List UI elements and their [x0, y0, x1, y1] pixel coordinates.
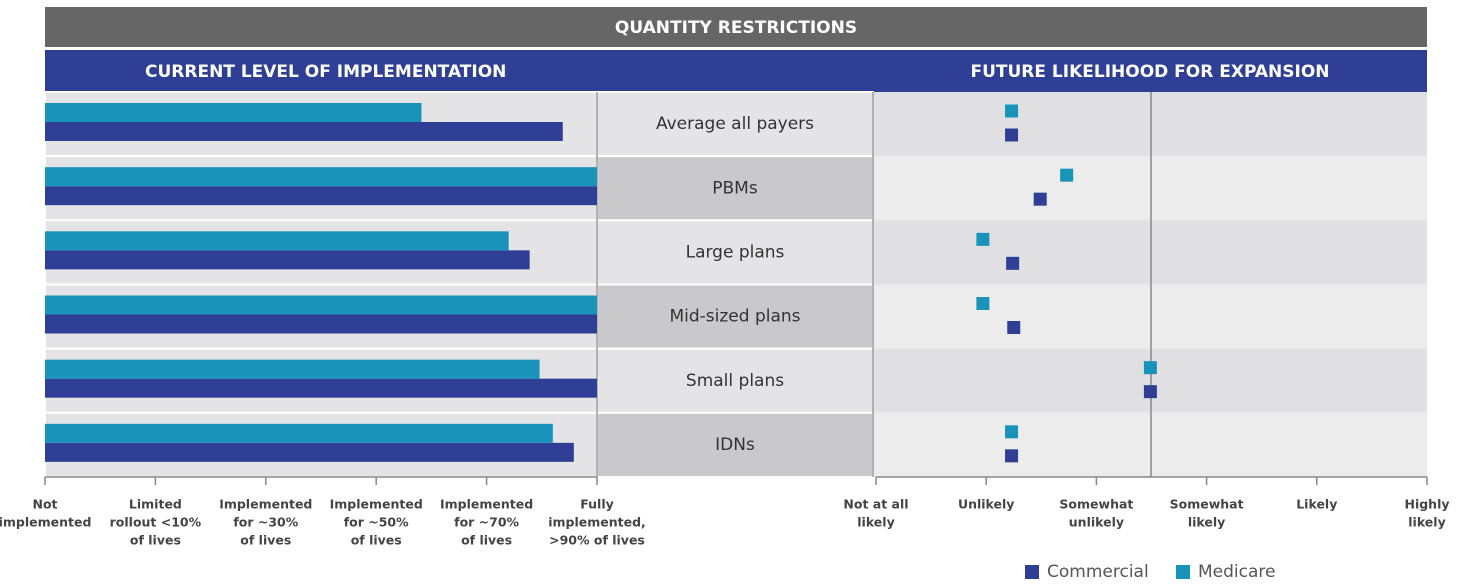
dot	[1007, 321, 1021, 334]
category-bg	[596, 219, 874, 286]
x-tick-label: Implemented	[440, 497, 533, 512]
row-bg	[873, 220, 1427, 285]
x-tick-label: of lives	[351, 533, 402, 548]
bar	[45, 186, 597, 206]
dot	[1006, 256, 1020, 270]
x-tick-label: Fully	[580, 497, 614, 512]
bar	[45, 167, 597, 187]
legend-label: Commercial	[1047, 562, 1149, 582]
x-tick-label: rollout <10%	[110, 515, 202, 530]
category-label: IDNs	[715, 435, 755, 455]
x-tick-label: likely	[1408, 515, 1445, 530]
x-tick-label: Implemented	[219, 497, 312, 512]
x-tick-label: implemented,	[548, 515, 646, 530]
title-bar	[45, 7, 1427, 47]
category-label: Average all payers	[656, 114, 814, 134]
bar	[45, 314, 597, 334]
row-bg	[873, 284, 1427, 349]
category-label: Small plans	[686, 371, 784, 391]
dot	[1005, 128, 1019, 142]
row-bg	[873, 156, 1427, 221]
category-bg	[596, 411, 874, 479]
bar	[45, 103, 422, 122]
x-tick-label: Not at all	[843, 497, 908, 512]
bar	[45, 122, 563, 141]
bar	[45, 423, 553, 443]
dot	[1033, 192, 1047, 206]
bar	[45, 250, 530, 270]
legend-label: Medicare	[1198, 562, 1275, 582]
row-bg	[873, 348, 1427, 413]
row-bg	[873, 92, 1427, 157]
bar	[45, 295, 597, 315]
category-label: PBMs	[712, 178, 758, 198]
dot	[976, 232, 990, 246]
dot	[1005, 425, 1019, 439]
bar	[45, 442, 574, 462]
dot	[1143, 385, 1157, 399]
x-tick-label: Likely	[1296, 497, 1337, 512]
row-bg	[873, 412, 1427, 477]
x-tick-label: unlikely	[1069, 515, 1124, 530]
dot	[1005, 104, 1019, 118]
x-tick-label: Highly	[1404, 497, 1449, 512]
x-tick-label: for ~50%	[344, 515, 409, 530]
right-title: FUTURE LIKELIHOOD FOR EXPANSION	[970, 62, 1329, 82]
x-tick-label: Unlikely	[958, 497, 1015, 512]
category-label: Large plans	[686, 242, 785, 262]
x-tick-label: of lives	[130, 533, 181, 548]
bar	[45, 378, 597, 398]
x-tick-label: of lives	[240, 533, 291, 548]
x-tick-label: Not	[32, 497, 57, 512]
header-bar	[45, 50, 1427, 92]
legend-swatch	[1025, 565, 1039, 579]
x-tick-label: Somewhat	[1170, 497, 1244, 512]
x-tick-label: >90% of lives	[549, 533, 645, 548]
x-tick-label: likely	[857, 515, 894, 530]
bar	[45, 231, 509, 251]
dot	[1143, 361, 1157, 375]
category-bg	[596, 347, 874, 414]
dot	[1060, 168, 1074, 182]
bar	[45, 359, 540, 379]
x-tick-label: Somewhat	[1059, 497, 1133, 512]
x-tick-label: for ~70%	[454, 515, 519, 530]
x-tick-label: of lives	[461, 533, 512, 548]
x-tick-label: implemented	[0, 515, 91, 530]
left-title: CURRENT LEVEL OF IMPLEMENTATION	[145, 62, 506, 82]
dot	[1005, 449, 1019, 463]
x-tick-label: Limited	[129, 497, 182, 512]
category-bg	[596, 283, 874, 350]
chart-title: QUANTITY RESTRICTIONS	[615, 18, 857, 38]
x-tick-label: for ~30%	[233, 515, 298, 530]
category-label: Mid-sized plans	[669, 307, 800, 327]
x-tick-label: likely	[1188, 515, 1225, 530]
dot	[976, 297, 990, 310]
category-bg	[596, 155, 874, 222]
x-tick-label: Implemented	[330, 497, 423, 512]
legend-swatch	[1176, 565, 1190, 579]
